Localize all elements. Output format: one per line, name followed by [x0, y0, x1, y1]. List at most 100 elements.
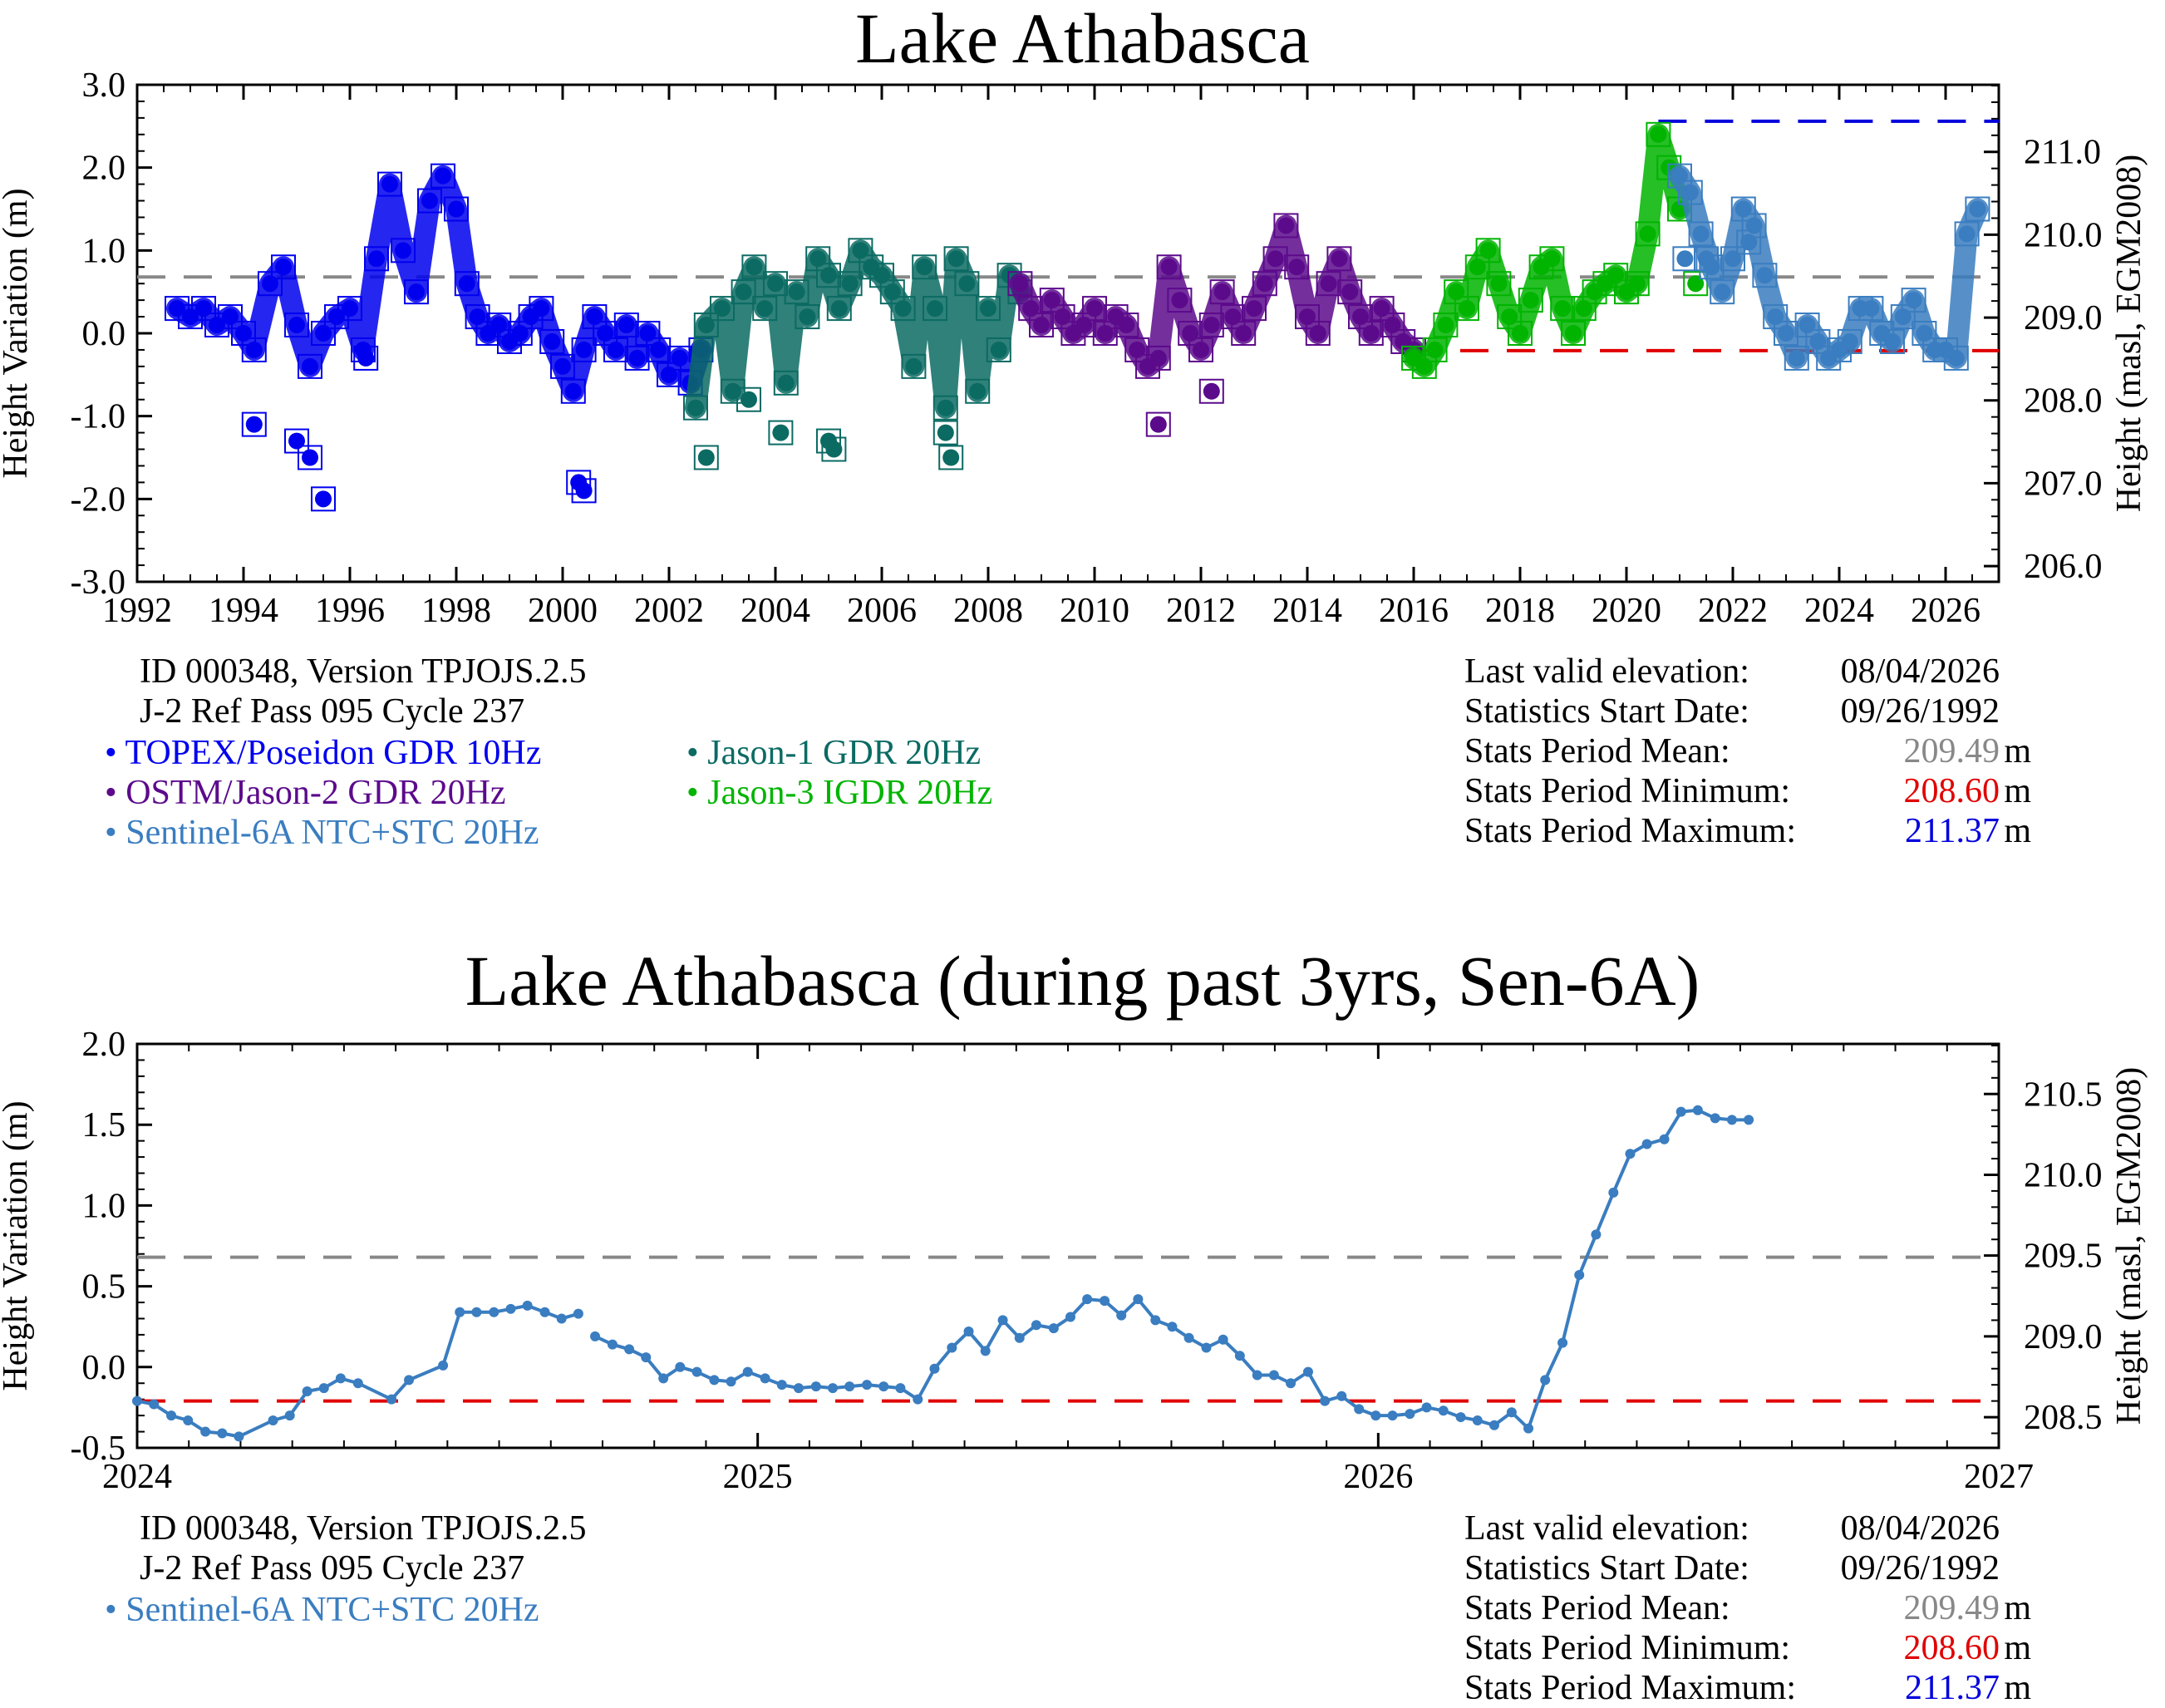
data-point-box	[1326, 246, 1352, 272]
data-point	[1659, 1134, 1670, 1144]
data-point-box	[475, 321, 501, 346]
data-point-box	[311, 486, 336, 512]
data-point	[302, 357, 318, 375]
data-point	[1714, 283, 1731, 301]
top-chart-title: Lake Athabasca	[855, 0, 1310, 78]
data-point-box	[1135, 353, 1160, 379]
data-point-box	[1092, 321, 1118, 346]
data-point-box	[1305, 321, 1331, 346]
y-tick-label: 2.0	[82, 150, 126, 188]
data-point	[288, 432, 305, 450]
data-point	[1421, 1402, 1432, 1413]
data-point-box	[1943, 345, 1969, 371]
data-point	[1574, 1269, 1585, 1280]
data-point-box	[1295, 304, 1320, 330]
data-point-box	[1145, 345, 1171, 371]
data-point	[942, 449, 960, 466]
data-point-box	[1774, 321, 1798, 346]
data-point	[788, 283, 805, 301]
data-point	[438, 1360, 449, 1371]
data-point	[650, 341, 667, 358]
y-right-tick-label: 210.0	[2024, 1156, 2103, 1194]
data-point-box	[1209, 279, 1235, 305]
data-point	[963, 1327, 974, 1337]
data-point	[1809, 332, 1827, 350]
data-point	[590, 1331, 601, 1341]
data-point	[1286, 1378, 1297, 1389]
data-point-box	[431, 163, 455, 189]
data-point	[1387, 1410, 1398, 1421]
data-point-box	[1880, 328, 1905, 354]
data-point	[624, 1344, 635, 1355]
x-tick-label: 2026	[1911, 592, 1980, 630]
data-point	[1740, 234, 1758, 251]
data-point	[641, 1352, 652, 1363]
data-point	[505, 1303, 516, 1314]
data-point	[969, 382, 987, 400]
data-point	[245, 416, 263, 433]
data-point	[448, 200, 465, 218]
legend-label: Jason-1 GDR 20Hz	[707, 734, 982, 772]
data-point	[735, 283, 752, 301]
data-point	[1288, 258, 1306, 276]
data-point	[1591, 1229, 1602, 1240]
data-point-box	[1390, 328, 1416, 354]
data-point-box	[613, 313, 639, 338]
data-point	[745, 258, 763, 276]
data-point	[742, 1366, 753, 1377]
data-point-box	[1736, 229, 1762, 255]
y-right-tick-label: 209.0	[2024, 1318, 2103, 1356]
data-point	[1370, 1410, 1381, 1421]
data-point	[284, 1410, 295, 1421]
data-point	[469, 308, 486, 326]
data-point	[1096, 325, 1114, 342]
data-point	[539, 1307, 550, 1317]
data-point	[1309, 325, 1326, 342]
data-point	[726, 1376, 736, 1387]
data-point	[809, 250, 827, 268]
data-point	[1650, 126, 1667, 143]
minimum-label: Stats Period Minimum:	[1464, 772, 1791, 810]
x-tick-label: 1996	[315, 592, 385, 630]
data-point	[776, 1380, 787, 1391]
data-point-box	[1029, 313, 1054, 338]
data-point	[1341, 283, 1359, 301]
data-point	[1043, 292, 1060, 309]
data-point-box	[1763, 304, 1789, 330]
data-point	[607, 1339, 618, 1350]
legend-label: TOPEX/Poseidon GDR 10Hz	[125, 734, 542, 772]
data-point	[575, 482, 593, 500]
data-point	[1183, 1332, 1194, 1343]
data-point-box	[582, 304, 608, 330]
data-point	[1692, 225, 1710, 243]
data-point-box	[869, 263, 894, 288]
y-tick-label: 0.5	[82, 1268, 126, 1307]
data-point	[368, 250, 385, 268]
maximum-value: 211.37	[1905, 812, 2000, 850]
data-point	[217, 1428, 228, 1439]
data-point	[1744, 1115, 1754, 1125]
data-point-box	[741, 254, 767, 280]
data-point	[825, 441, 843, 458]
data-point	[1625, 1149, 1636, 1159]
data-point-box	[571, 337, 597, 362]
data-point-box	[879, 279, 905, 305]
data-point	[820, 267, 837, 284]
data-point	[714, 300, 731, 317]
legend-label: Sentinel-6A NTC+STC 20Hz	[125, 814, 539, 852]
minimum-value: 208.60	[1903, 1629, 2000, 1667]
maximum-unit: m	[2004, 812, 2031, 850]
data-point	[1086, 300, 1103, 317]
data-point-box	[826, 296, 852, 322]
mean-value: 209.49	[1903, 1589, 2000, 1627]
data-point	[1182, 325, 1199, 342]
data-point-box	[258, 271, 283, 297]
data-point-box	[377, 171, 402, 197]
maximum-label: Stats Period Maximum:	[1464, 1669, 1796, 1707]
data-point-box	[710, 296, 735, 322]
data-point	[1540, 1375, 1551, 1386]
data-point-box	[1694, 246, 1719, 272]
data-point	[947, 1342, 957, 1353]
x-tick-label: 2024	[1804, 592, 1874, 630]
data-point	[352, 1378, 363, 1389]
